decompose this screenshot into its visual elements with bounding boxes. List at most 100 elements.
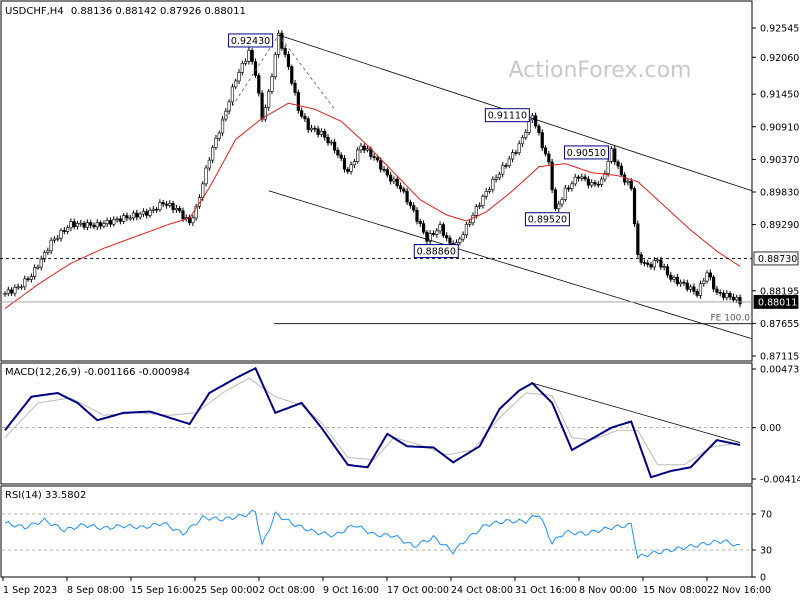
candle (408, 199, 413, 209)
candle (540, 129, 544, 152)
candle (148, 207, 152, 218)
candle (613, 145, 617, 165)
moving-average-line (4, 102, 741, 310)
rsi-y-tick-label: 30 (760, 546, 772, 557)
candle-body (524, 132, 528, 138)
candle (108, 217, 113, 228)
candle-body (379, 159, 383, 170)
price-callout-box (563, 145, 609, 160)
candle-body (286, 54, 291, 67)
candle (491, 176, 495, 193)
candle (593, 180, 597, 187)
candle-body (9, 289, 14, 294)
candle (214, 134, 218, 150)
price-callout-label: 0.91110 (488, 111, 527, 122)
candle (688, 284, 693, 293)
candle (267, 88, 271, 111)
candle (487, 186, 492, 194)
candle (695, 288, 699, 298)
price-y-tick-label: 0.87655 (760, 319, 799, 330)
candle-body (679, 281, 683, 285)
candle-body (201, 183, 205, 198)
candle (125, 212, 129, 222)
candle-body (507, 158, 511, 167)
candle-body (276, 32, 281, 55)
rsi-line (4, 509, 740, 559)
candle (362, 143, 366, 154)
candle-body (303, 115, 307, 120)
price-callout-box (524, 212, 570, 227)
candle-body (75, 223, 80, 227)
candle (356, 146, 360, 164)
candle (675, 274, 679, 287)
candle-body (135, 212, 139, 218)
candle (636, 220, 640, 258)
watermark: ActionForex.com (509, 58, 692, 83)
candle (342, 155, 347, 173)
candle-body (214, 137, 218, 148)
candle-body (583, 176, 587, 180)
candle-body (445, 235, 449, 239)
price-axis-marker-label: 0.88730 (758, 254, 797, 265)
candle-body (517, 143, 521, 154)
candle (174, 205, 178, 213)
candle (616, 159, 620, 170)
candle (731, 293, 736, 303)
price-callout-box (413, 244, 459, 259)
candle (567, 185, 571, 192)
candle-body (191, 217, 195, 224)
candle-body (211, 147, 215, 161)
candle (580, 173, 584, 182)
candle (234, 78, 238, 90)
candle-body (168, 203, 172, 206)
candle-body (204, 167, 208, 185)
candle-body (342, 157, 347, 170)
candle (155, 206, 159, 213)
candle-body (3, 293, 7, 295)
candle-body (491, 178, 495, 190)
candle (131, 210, 136, 221)
candle-body (438, 224, 442, 232)
candle-body (619, 165, 623, 176)
candle (669, 271, 673, 283)
candle (217, 130, 221, 142)
candle (431, 230, 436, 237)
macd-line (4, 366, 741, 479)
candle (708, 269, 712, 281)
candle-body (247, 50, 251, 62)
candle (303, 113, 307, 123)
candle-body (181, 210, 185, 219)
candle (395, 176, 399, 189)
candle (112, 216, 116, 227)
candle (39, 255, 43, 271)
candle-body (415, 209, 419, 222)
candle (263, 104, 267, 122)
candle (286, 51, 291, 70)
rsi-panel-title: RSI(14) 33.5802 (5, 490, 86, 501)
candle-body (616, 161, 620, 167)
candle (194, 204, 198, 221)
candle (649, 261, 653, 270)
candle (497, 171, 501, 181)
candle-body (665, 266, 670, 276)
candle-body (234, 80, 238, 88)
candle (13, 284, 17, 297)
candle (705, 270, 709, 284)
ohlc-header: 0.88136 0.88142 0.87926 0.88011 (71, 6, 246, 17)
candle-body (586, 178, 590, 186)
candle-body (332, 141, 337, 151)
price-y-tick-label: 0.89830 (760, 188, 799, 199)
candle (735, 294, 739, 303)
candle (557, 200, 561, 212)
candle (207, 156, 211, 171)
candle (547, 150, 551, 166)
candle (29, 273, 33, 283)
candle (458, 236, 462, 246)
candle (220, 115, 225, 137)
candle (721, 290, 726, 301)
candle-body (125, 215, 129, 219)
candle (365, 145, 370, 153)
channel-trendline (268, 190, 753, 340)
candle (438, 221, 442, 234)
candle-body (563, 187, 567, 200)
